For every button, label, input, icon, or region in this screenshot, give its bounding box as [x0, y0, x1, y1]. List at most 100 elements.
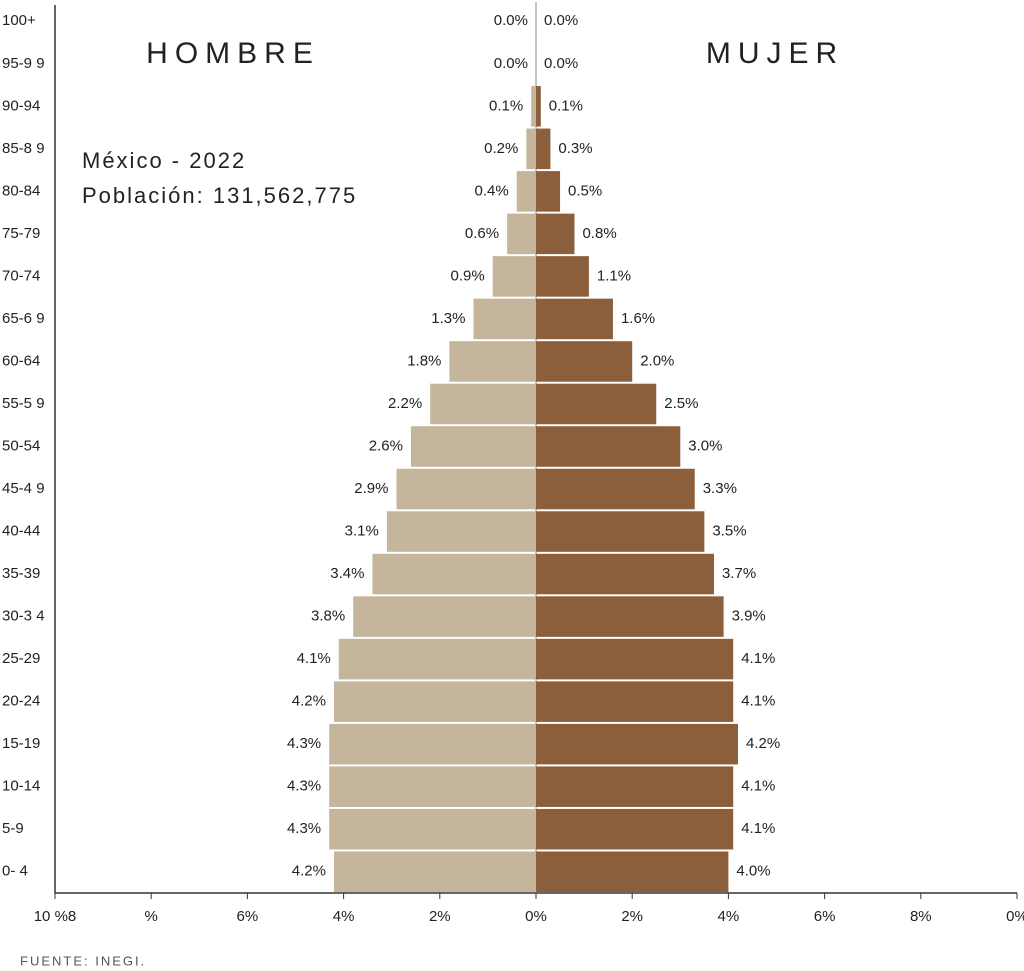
y-tick-label: 0- 4: [2, 863, 28, 880]
bar: [536, 128, 551, 170]
value-label: 3.5%: [712, 523, 746, 540]
y-tick-label: 95-9 9: [2, 55, 45, 72]
bar: [536, 86, 541, 127]
bar: [333, 681, 536, 722]
value-label: 0.0%: [494, 12, 528, 29]
y-tick-label: 55-5 9: [2, 395, 45, 412]
bar: [430, 383, 536, 425]
value-label: 4.3%: [287, 735, 321, 752]
y-tick-label: 35-39: [2, 565, 40, 582]
y-tick-label: 5-9: [2, 820, 24, 837]
bar: [536, 213, 575, 255]
bar: [536, 723, 739, 765]
value-label: 4.1%: [741, 650, 775, 667]
value-label: 3.1%: [345, 523, 379, 540]
bar: [536, 851, 729, 892]
value-label: 0.4%: [475, 182, 509, 199]
value-label: 3.4%: [330, 565, 364, 582]
x-tick-label: 2%: [621, 908, 643, 925]
bar: [536, 171, 561, 212]
value-label: 4.1%: [741, 820, 775, 837]
value-label: 0.1%: [489, 97, 523, 114]
y-tick-label: 70-74: [2, 267, 40, 284]
y-tick-label: 80-84: [2, 182, 40, 199]
value-label: 0.0%: [494, 55, 528, 72]
value-label: 1.3%: [431, 310, 465, 327]
value-label: 0.3%: [558, 140, 592, 157]
value-label: 3.3%: [703, 480, 737, 497]
value-label: 0.8%: [582, 225, 616, 242]
bar: [536, 468, 695, 510]
value-label: 4.1%: [741, 778, 775, 795]
bar: [492, 256, 536, 297]
value-label: 4.3%: [287, 820, 321, 837]
value-label: 1.1%: [597, 267, 631, 284]
annotation: Población: 131,562,775: [82, 183, 357, 208]
bar: [449, 341, 536, 382]
bar: [536, 256, 589, 297]
x-tick-label: %: [145, 908, 158, 925]
y-tick-label: 45-4 9: [2, 480, 45, 497]
value-label: 0.5%: [568, 182, 602, 199]
bar: [329, 766, 536, 807]
y-tick-label: 85-8 9: [2, 140, 45, 157]
bar: [338, 638, 536, 680]
bar: [386, 511, 536, 552]
bar: [329, 808, 536, 850]
bar: [353, 596, 536, 637]
y-tick-label: 20-24: [2, 693, 40, 710]
bar: [536, 638, 734, 680]
bar: [536, 596, 724, 637]
bar: [507, 213, 536, 255]
y-tick-label: 90-94: [2, 97, 40, 114]
bar: [536, 766, 734, 807]
value-label: 4.2%: [746, 735, 780, 752]
bar: [536, 426, 681, 467]
bar: [410, 426, 536, 467]
y-tick-label: 25-29: [2, 650, 40, 667]
x-tick-label: 4%: [718, 908, 740, 925]
value-label: 3.7%: [722, 565, 756, 582]
value-label: 4.1%: [741, 693, 775, 710]
x-tick-label: 6%: [237, 908, 259, 925]
x-tick-label: 6%: [814, 908, 836, 925]
y-tick-label: 15-19: [2, 735, 40, 752]
bar: [396, 468, 536, 510]
value-label: 0.9%: [451, 267, 485, 284]
value-label: 0.6%: [465, 225, 499, 242]
value-label: 4.2%: [292, 693, 326, 710]
x-tick-label: 10 %8: [34, 908, 77, 925]
value-label: 2.5%: [664, 395, 698, 412]
bar: [536, 383, 657, 425]
y-tick-label: 100+: [2, 12, 36, 29]
value-label: 0.2%: [484, 140, 518, 157]
value-label: 2.6%: [369, 437, 403, 454]
value-label: 3.0%: [688, 437, 722, 454]
female-title: MUJER: [706, 37, 844, 70]
bar: [536, 681, 734, 722]
y-tick-label: 50-54: [2, 437, 40, 454]
value-label: 0.0%: [544, 55, 578, 72]
y-tick-label: 30-3 4: [2, 608, 45, 625]
bar: [473, 298, 536, 340]
source: FUENTE: INEGI.: [20, 953, 146, 968]
value-label: 3.9%: [732, 608, 766, 625]
y-tick-label: 40-44: [2, 523, 40, 540]
value-label: 1.8%: [407, 352, 441, 369]
x-tick-label: 0%: [1006, 908, 1024, 925]
bar: [372, 553, 536, 595]
value-label: 2.0%: [640, 352, 674, 369]
bar: [536, 298, 613, 340]
value-label: 2.9%: [354, 480, 388, 497]
annotation: México - 2022: [82, 148, 246, 173]
bar: [536, 553, 714, 595]
bar: [536, 808, 734, 850]
x-tick-label: 2%: [429, 908, 451, 925]
value-label: 2.2%: [388, 395, 422, 412]
value-label: 4.2%: [292, 863, 326, 880]
value-label: 4.0%: [736, 863, 770, 880]
bar: [531, 86, 536, 127]
value-label: 0.0%: [544, 12, 578, 29]
x-tick-label: 4%: [333, 908, 355, 925]
